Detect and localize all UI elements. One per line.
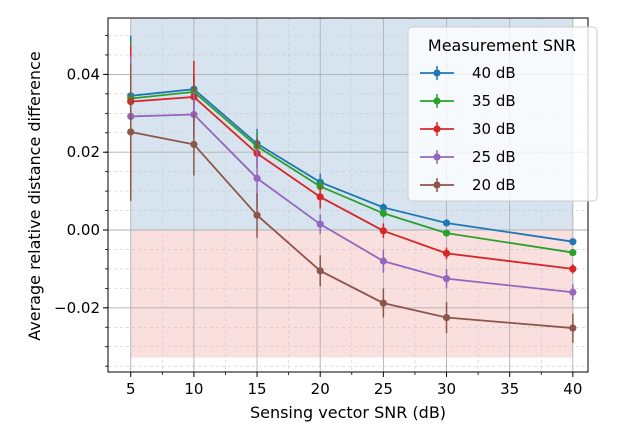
legend: Measurement SNR 40 dB 35 dB 30 dB 25 dB 20 d… (407, 26, 598, 202)
x-tick-label: 40 (563, 380, 582, 398)
legend-label: 30 dB (472, 120, 516, 138)
series-20-dB (127, 64, 577, 343)
y-axis-title: Average relative distance difference (25, 51, 44, 340)
x-tick-label: 10 (184, 380, 203, 398)
data-point (190, 140, 198, 149)
x-tick-label: 20 (311, 380, 330, 398)
data-point (316, 220, 324, 228)
legend-item: 20 dB (420, 176, 516, 194)
data-point (127, 128, 135, 136)
x-tick-label: 5 (126, 380, 136, 398)
legend-label: 35 dB (472, 92, 516, 110)
data-point (379, 209, 387, 217)
data-point (253, 174, 261, 182)
x-axis-title: Sensing vector SNR (dB) (250, 403, 446, 422)
data-point (442, 249, 451, 257)
data-point (569, 265, 577, 273)
data-point (379, 203, 387, 212)
data-point (442, 219, 451, 227)
y-tick-label: 0.02 (67, 143, 100, 161)
legend-item: 40 dB (420, 64, 516, 82)
data-point (442, 229, 451, 237)
data-point (569, 248, 577, 257)
legend-box (407, 26, 598, 202)
legend-item: 35 dB (420, 92, 516, 110)
x-tick-label: 30 (437, 380, 456, 398)
series-layer (127, 35, 577, 343)
legend-swatch-marker (433, 69, 441, 77)
data-point (253, 211, 261, 219)
legend-swatch-marker (433, 97, 441, 105)
y-tick-label: 0.00 (67, 221, 100, 239)
legend-swatch-marker (433, 125, 441, 133)
legend-item: 30 dB (420, 120, 516, 138)
data-point (379, 299, 387, 307)
x-tick-label: 35 (500, 380, 519, 398)
data-point (316, 193, 324, 201)
legend-label: 25 dB (472, 148, 516, 166)
data-point (316, 267, 324, 275)
legend-label: 40 dB (472, 64, 516, 82)
data-point (442, 275, 451, 283)
y-tick-label: −0.02 (54, 299, 100, 317)
data-point (379, 227, 387, 235)
legend-item: 25 dB (420, 148, 516, 166)
x-tick-label: 15 (248, 380, 267, 398)
data-point (442, 313, 451, 322)
legend-title: Measurement SNR (428, 36, 576, 55)
legend-label: 20 dB (472, 176, 516, 194)
data-point (569, 324, 577, 332)
legend-swatch-marker (433, 153, 441, 161)
legend-swatch-marker (433, 181, 441, 189)
data-point (379, 257, 387, 265)
axes-layer: 5 10 15 20 25 30 35 40 −0.02 0.00 0.02 0.04 (54, 17, 589, 398)
x-tick-label: 25 (374, 380, 393, 398)
data-point (569, 238, 577, 246)
data-point (569, 288, 577, 296)
y-tick-label: 0.04 (67, 65, 100, 83)
